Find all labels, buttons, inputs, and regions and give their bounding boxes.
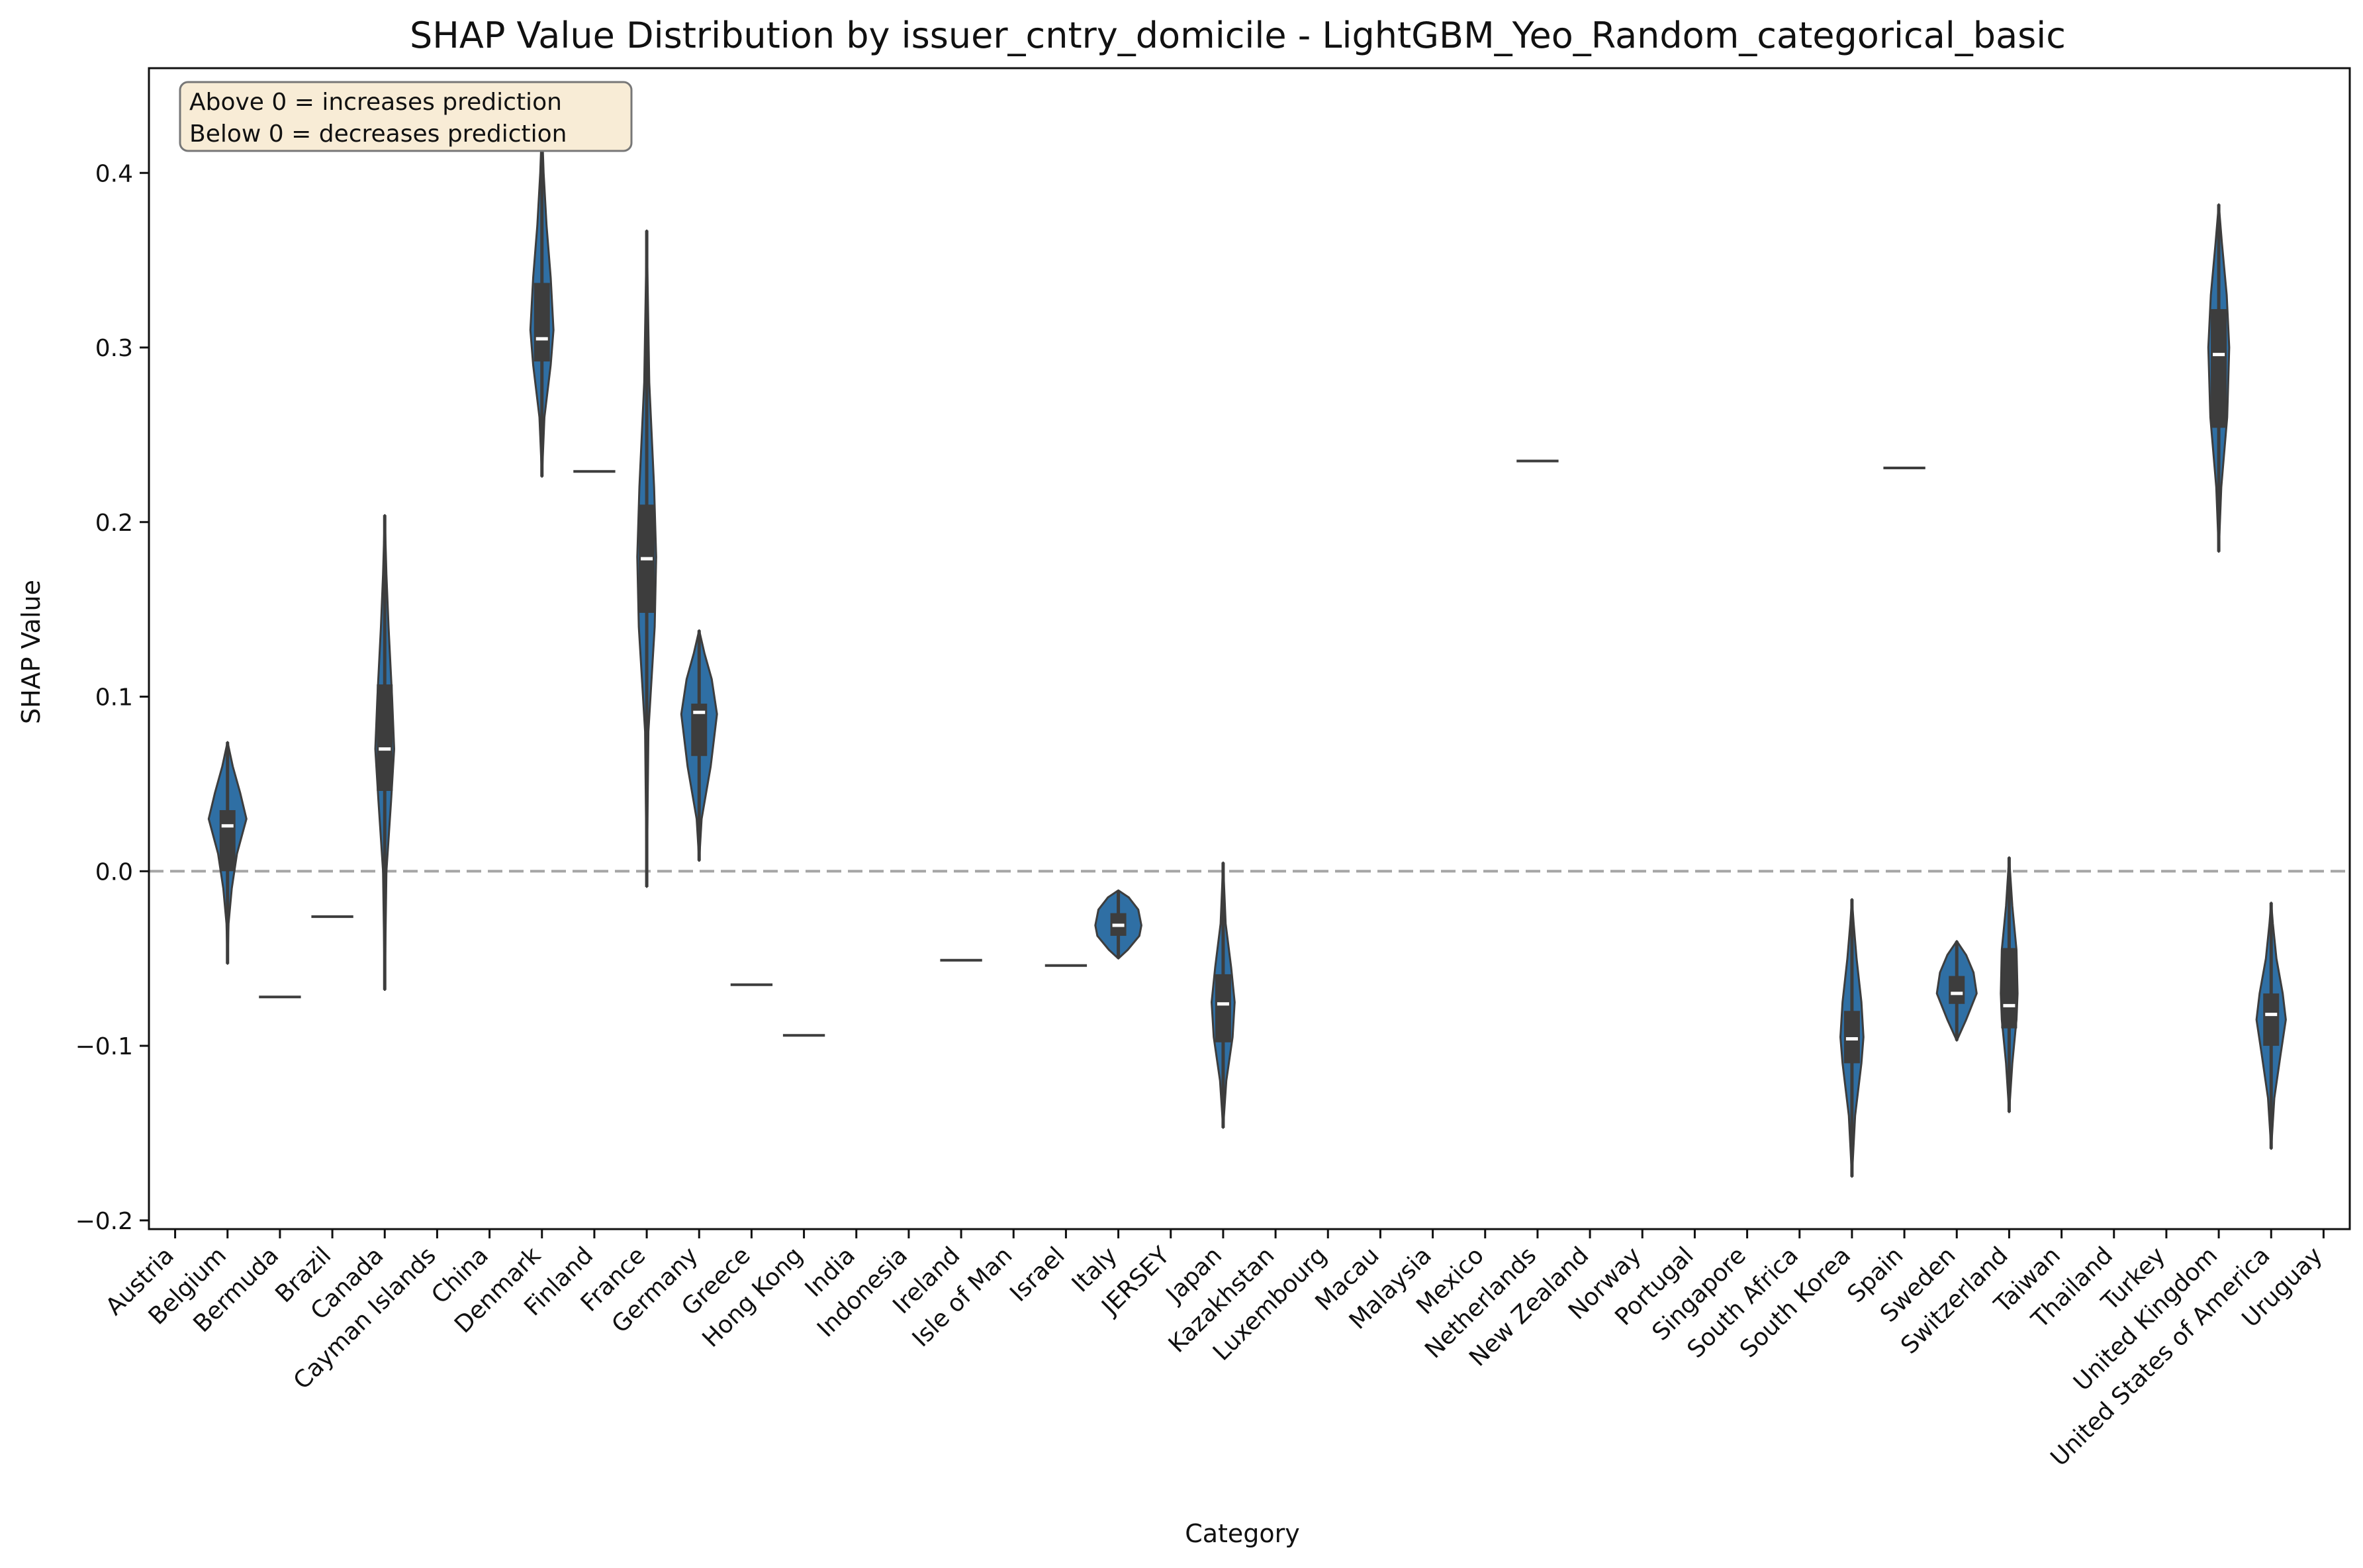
y-tick-label: 0.2 — [95, 510, 133, 537]
box-belgium — [219, 809, 236, 872]
y-tick-label: −0.2 — [75, 1208, 133, 1235]
box-denmark — [533, 283, 550, 362]
box-united-states-of-america — [2263, 993, 2280, 1046]
y-tick-label: 0.4 — [95, 160, 133, 187]
box-sweden — [1949, 976, 1965, 1004]
annotation-box: Above 0 = increases prediction Below 0 =… — [179, 81, 633, 152]
annotation-line-2: Below 0 = decreases prediction — [189, 120, 567, 148]
box-switzerland — [2001, 948, 2017, 1029]
y-tick-label: 0.3 — [95, 335, 133, 362]
chart-title: SHAP Value Distribution by issuer_cntry_… — [410, 15, 2066, 56]
annotation-background — [179, 81, 633, 152]
y-axis-label: SHAP Value — [17, 580, 46, 724]
y-tick-label: −0.1 — [75, 1033, 133, 1060]
plot-area: −0.2−0.10.00.10.20.30.4AustriaBelgiumBer… — [75, 67, 2351, 1471]
x-axis-label: Category — [1185, 1519, 1300, 1548]
y-tick-label: 0.0 — [95, 858, 133, 886]
annotation-line-1: Above 0 = increases prediction — [189, 89, 562, 116]
x-tick-label: Israel — [1005, 1242, 1070, 1307]
box-japan — [1215, 974, 1231, 1042]
box-united-kingdom — [2211, 308, 2227, 428]
plot-frame — [148, 67, 2351, 1230]
y-tick-label: 0.1 — [95, 684, 133, 712]
box-canada — [377, 684, 393, 791]
box-south-korea — [1843, 1011, 1860, 1064]
